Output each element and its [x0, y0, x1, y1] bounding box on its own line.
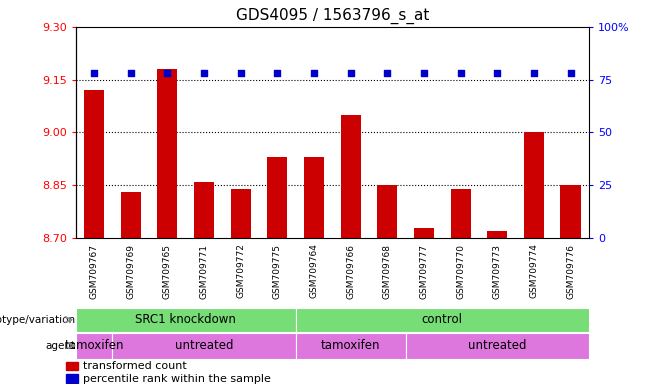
Text: tamoxifen: tamoxifen [321, 339, 380, 352]
Text: GSM709773: GSM709773 [493, 243, 502, 299]
Text: control: control [422, 313, 463, 326]
Title: GDS4095 / 1563796_s_at: GDS4095 / 1563796_s_at [236, 8, 429, 24]
Text: GSM709774: GSM709774 [530, 243, 538, 298]
Text: GSM709771: GSM709771 [199, 243, 209, 299]
Text: transformed count: transformed count [83, 361, 187, 371]
Point [492, 70, 503, 76]
Text: GSM709775: GSM709775 [273, 243, 282, 299]
Text: GSM709770: GSM709770 [456, 243, 465, 299]
Bar [76, 308, 295, 332]
Bar [113, 333, 295, 359]
Point [382, 70, 393, 76]
Text: GSM709769: GSM709769 [126, 243, 135, 299]
Point [89, 70, 99, 76]
Point [272, 70, 282, 76]
Bar [194, 182, 214, 238]
Bar [414, 227, 434, 238]
Text: GSM709765: GSM709765 [163, 243, 172, 299]
Text: GSM709776: GSM709776 [566, 243, 575, 299]
Text: GSM709767: GSM709767 [89, 243, 99, 299]
Bar [451, 189, 470, 238]
Bar [230, 189, 251, 238]
Text: genotype/variation: genotype/variation [0, 314, 76, 325]
Bar [405, 333, 589, 359]
Bar [341, 115, 361, 238]
Bar [157, 69, 178, 238]
Bar [377, 185, 397, 238]
Point [565, 70, 576, 76]
Bar [66, 362, 78, 370]
Bar [120, 192, 141, 238]
Point [455, 70, 466, 76]
Point [309, 70, 319, 76]
Bar [66, 374, 78, 383]
Text: GSM709766: GSM709766 [346, 243, 355, 299]
Text: GSM709777: GSM709777 [419, 243, 428, 299]
Bar [524, 132, 544, 238]
Bar [267, 157, 288, 238]
Point [236, 70, 246, 76]
Point [528, 70, 539, 76]
Point [126, 70, 136, 76]
Bar [84, 90, 104, 238]
Bar [304, 157, 324, 238]
Text: tamoxifen: tamoxifen [64, 339, 124, 352]
Point [418, 70, 429, 76]
Point [162, 70, 172, 76]
Text: GSM709772: GSM709772 [236, 243, 245, 298]
Text: GSM709764: GSM709764 [309, 243, 318, 298]
Bar [295, 308, 589, 332]
Text: SRC1 knockdown: SRC1 knockdown [135, 313, 236, 326]
Text: untreated: untreated [468, 339, 526, 352]
Text: percentile rank within the sample: percentile rank within the sample [83, 374, 271, 384]
Bar [487, 231, 507, 238]
Bar [561, 185, 580, 238]
Text: agent: agent [45, 341, 76, 351]
Bar [295, 333, 405, 359]
Text: untreated: untreated [175, 339, 233, 352]
Bar [76, 333, 113, 359]
Point [345, 70, 356, 76]
Point [199, 70, 209, 76]
Text: GSM709768: GSM709768 [383, 243, 392, 299]
